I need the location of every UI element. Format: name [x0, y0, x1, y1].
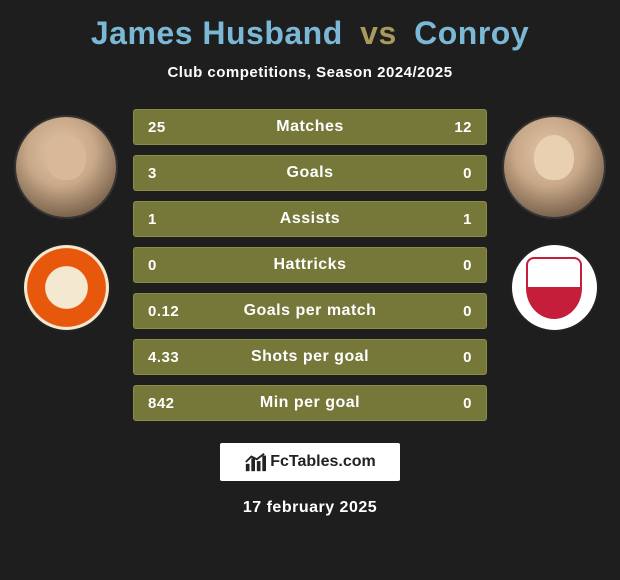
right-side [499, 109, 609, 330]
stat-label: Goals per match [198, 302, 422, 320]
stat-right-value: 0 [422, 303, 472, 320]
stat-label: Matches [198, 118, 422, 136]
stat-right-value: 0 [422, 165, 472, 182]
stat-right-value: 1 [422, 211, 472, 228]
stats-panel: 25Matches123Goals01Assists10Hattricks00.… [133, 109, 487, 421]
comparison-title: James Husband vs Conroy [91, 15, 529, 52]
stat-label: Shots per goal [198, 348, 422, 366]
stat-label: Goals [198, 164, 422, 182]
stat-row: 25Matches12 [133, 109, 487, 145]
stat-row: 0.12Goals per match0 [133, 293, 487, 329]
brand-text: FcTables.com [270, 453, 376, 471]
brand-logo: FcTables.com [220, 443, 400, 481]
stat-left-value: 4.33 [148, 349, 198, 366]
chart-icon [244, 451, 266, 473]
stat-right-value: 0 [422, 349, 472, 366]
comparison-main: 25Matches123Goals01Assists10Hattricks00.… [0, 109, 620, 421]
stat-label: Hattricks [198, 256, 422, 274]
stat-label: Assists [198, 210, 422, 228]
stat-left-value: 3 [148, 165, 198, 182]
stat-row: 3Goals0 [133, 155, 487, 191]
stat-right-value: 12 [422, 119, 472, 136]
stat-row: 4.33Shots per goal0 [133, 339, 487, 375]
stat-row: 0Hattricks0 [133, 247, 487, 283]
player1-club-badge [24, 245, 109, 330]
player2-avatar [504, 117, 604, 217]
comparison-date: 17 february 2025 [243, 499, 377, 517]
stat-left-value: 1 [148, 211, 198, 228]
stat-label: Min per goal [198, 394, 422, 412]
stat-left-value: 25 [148, 119, 198, 136]
player2-club-badge [512, 245, 597, 330]
vs-label: vs [352, 15, 405, 51]
stat-left-value: 0.12 [148, 303, 198, 320]
subtitle: Club competitions, Season 2024/2025 [167, 64, 452, 81]
player1-name: James Husband [91, 15, 343, 51]
stat-row: 1Assists1 [133, 201, 487, 237]
stat-row: 842Min per goal0 [133, 385, 487, 421]
player2-name: Conroy [414, 15, 529, 51]
stat-right-value: 0 [422, 257, 472, 274]
left-side [11, 109, 121, 330]
stat-right-value: 0 [422, 395, 472, 412]
player1-avatar [16, 117, 116, 217]
stat-left-value: 0 [148, 257, 198, 274]
stat-left-value: 842 [148, 395, 198, 412]
